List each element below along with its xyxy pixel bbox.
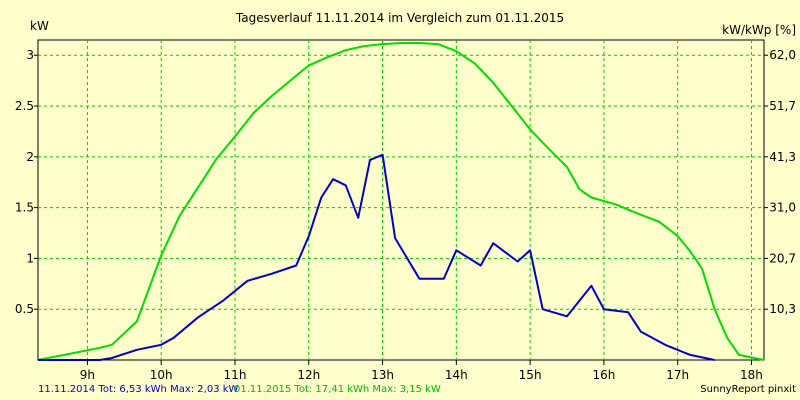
x-tick-label: 9h [80,368,95,382]
x-tick-label: 18h [740,368,763,382]
x-tick-label: 11h [224,368,247,382]
x-tick-label: 12h [297,368,320,382]
x-tick-label: 17h [666,368,689,382]
y-left-tick-label: 2.5 [15,99,34,113]
y-right-tick-label: 41,3 [769,150,796,164]
y-left-tick-label: 1 [26,251,34,265]
y-left-tick-label: 3 [26,48,34,62]
x-tick-label: 16h [592,368,615,382]
y-left-tick-label: 2 [26,150,34,164]
y-right-tick-label: 20,7 [769,251,796,265]
y-axis-right-unit: kW/kWp [%] [722,23,796,37]
x-tick-label: 13h [371,368,394,382]
series-line-2015 [37,42,765,361]
tick-layer: 9h 10h 11h 12h 13h 14h 15h 16h 17h 18h 0.5 1 1.5 2 2.5… [15,48,796,382]
y-right-tick-label: 62,0 [769,48,796,62]
y-axis-left-unit: kW [30,19,49,33]
x-tick-label: 10h [150,368,173,382]
plot-area [37,39,765,361]
x-tick-label: 15h [519,368,542,382]
y-right-tick-label: 10,3 [769,302,796,316]
y-right-tick-label: 31,0 [769,201,796,215]
footer-credit: SunnyReport pinxit [700,384,796,395]
footer-series-2015-summary: 01.11.2015 Tot: 17,41 kWh Max: 3,15 kW [234,384,441,395]
footer-series-2014-summary: 11.11.2014 Tot: 6,53 kWh Max: 2,03 kW [38,384,239,395]
series-line-2014 [38,153,715,361]
y-left-tick-label: 1.5 [15,201,34,215]
grid-layer [38,40,764,360]
y-left-tick-label: 0.5 [15,302,34,316]
x-tick-label: 14h [445,368,468,382]
series-layer [37,42,765,361]
y-right-tick-label: 51,7 [769,99,796,113]
chart-title: Tagesverlauf 11.11.2014 im Vergleich zum… [235,11,564,25]
